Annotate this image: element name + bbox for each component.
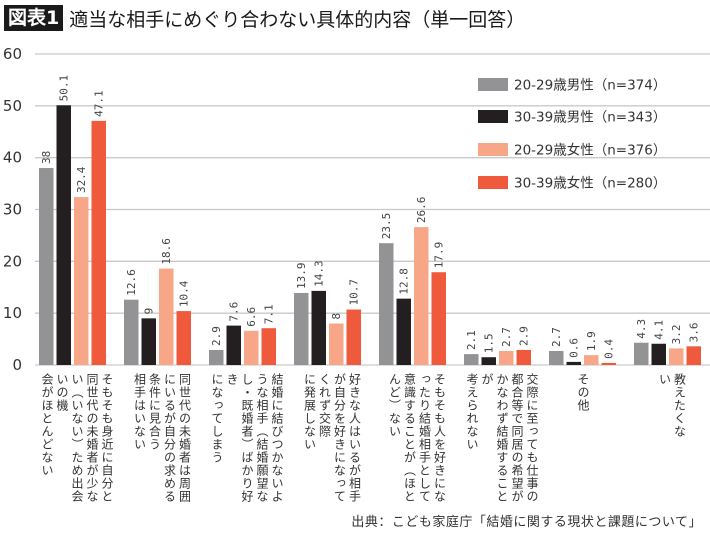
bar: [669, 348, 684, 365]
bar: [159, 268, 174, 365]
bar: [261, 328, 276, 365]
x-category-label: 教えたくな い: [657, 373, 687, 438]
data-label: 23.5: [380, 213, 393, 240]
bar: [601, 362, 616, 365]
x-category-label: 結婚に結びつかないよ うな相手（結婚願望な し・既婚者）ばかり好 き になってし…: [210, 373, 284, 503]
x-category-label: そもそも人を好きにな ったり結婚相手として 意識することが（ほと んど）ない: [387, 373, 447, 503]
data-label: 0.6: [568, 338, 581, 358]
source-note: 出典：こども家庭庁「結婚に関する現状と課題について」: [351, 515, 702, 530]
data-label: 2.1: [465, 330, 478, 350]
data-label: 47.1: [93, 90, 106, 117]
legend-swatch: [478, 176, 508, 189]
legend-label: 20-29歳女性（n=376）: [514, 142, 666, 159]
y-tick-label: 10: [3, 304, 22, 322]
x-category-label: その他: [576, 373, 590, 412]
bar: [244, 330, 259, 365]
value-labels: 38 50.1 32.4 47.1 12.6 9 18.6 10.4 2.9 7.6 6.6 7.1 1…: [40, 75, 701, 359]
data-label: 2.9: [210, 326, 223, 346]
bar: [549, 351, 564, 365]
bar: [566, 361, 581, 365]
data-label: 14.3: [313, 260, 326, 287]
bar: [91, 120, 106, 366]
bar: [124, 299, 139, 365]
gridlines: [35, 53, 710, 366]
data-label: 50.1: [58, 75, 71, 102]
bar: [464, 354, 479, 365]
x-category-label: 交際に至っても仕事の 都合等で同居の希望が かなわず結婚すること が 考えられな…: [465, 373, 539, 503]
bar: [431, 272, 446, 365]
figure-badge: 図表1: [4, 5, 64, 31]
data-label: 4.1: [653, 320, 666, 340]
data-label: 8: [330, 313, 343, 320]
bar: [209, 349, 224, 365]
data-label: 10.4: [178, 280, 191, 307]
bar: [56, 105, 71, 365]
bar: [414, 227, 429, 365]
y-tick-label: 40: [3, 149, 22, 167]
data-label: 1.9: [585, 331, 598, 351]
legend: 20-29歳男性（n=374） 30-39歳男性（n=343） 20-29歳女性（n…: [478, 78, 666, 192]
bar: [651, 343, 666, 365]
data-label: 2.7: [550, 327, 563, 347]
bars: [39, 105, 701, 366]
data-label: 3.2: [670, 325, 683, 345]
data-label: 6.6: [245, 307, 258, 327]
data-label: 1.5: [483, 333, 496, 353]
bar: [39, 168, 54, 365]
y-tick-label: 30: [3, 201, 22, 219]
bar: [584, 355, 599, 365]
data-label: 12.8: [398, 268, 411, 295]
data-label: 26.6: [415, 197, 428, 224]
legend-swatch: [478, 78, 508, 91]
bar: [311, 290, 326, 365]
legend-label: 30-39歳女性（n=280）: [514, 175, 666, 192]
y-tick-label: 0: [12, 356, 22, 374]
bar: [516, 349, 531, 365]
title-text: 適当な相手にめぐり合わない具体的内容（単一回答）: [69, 8, 526, 31]
x-category-label: そもそも身近に自分と 同世代の未婚者が少な い（いない）ため出会 いの機 会がほ…: [40, 373, 114, 503]
bar: [329, 323, 344, 365]
data-label: 32.4: [75, 166, 88, 193]
y-tick-label: 60: [3, 45, 22, 63]
bar: [481, 357, 496, 365]
legend-swatch: [478, 143, 508, 156]
chart-title: 図表1 適当な相手にめぐり合わない具体的内容（単一回答）: [4, 4, 525, 32]
data-label: 13.9: [295, 262, 308, 289]
x-category-label: 同世代の未婚者は周囲 にいるが自分の求める 条件に見合う 相手はいない: [132, 373, 192, 503]
data-label: 10.7: [348, 279, 361, 306]
bar: [226, 325, 241, 365]
legend-label: 30-39歳男性（n=343）: [514, 110, 666, 126]
bar: [499, 351, 514, 365]
y-tick-label: 20: [3, 252, 22, 270]
legend-label: 20-29歳男性（n=374）: [514, 78, 666, 94]
y-tick-label: 50: [3, 97, 22, 115]
data-label: 0.4: [603, 339, 616, 359]
data-label: 3.6: [688, 322, 701, 342]
data-label: 38: [40, 151, 53, 164]
y-axis-ticks: 0 10 20 30 40 50 60: [3, 45, 22, 374]
data-label: 17.9: [433, 242, 446, 269]
bar: [141, 318, 156, 365]
data-label: 18.6: [160, 238, 173, 265]
data-label: 2.7: [500, 327, 513, 347]
bar: [294, 292, 309, 365]
x-category-label: 好きな人はいるが相手 が自分を好きになって くれず交際 に発展しない: [302, 373, 362, 503]
bar: [686, 346, 701, 365]
bar: [74, 197, 89, 365]
data-label: 2.9: [518, 326, 531, 346]
data-label: 7.1: [263, 304, 276, 324]
data-label: 9: [143, 308, 156, 315]
data-label: 4.3: [635, 319, 648, 339]
bar: [176, 311, 191, 365]
bar: [634, 342, 649, 365]
data-label: 7.6: [228, 302, 241, 322]
bar: [396, 298, 411, 365]
data-label: 12.6: [125, 269, 138, 296]
bar: [379, 243, 394, 365]
bar: [346, 309, 361, 365]
legend-swatch: [478, 110, 508, 123]
